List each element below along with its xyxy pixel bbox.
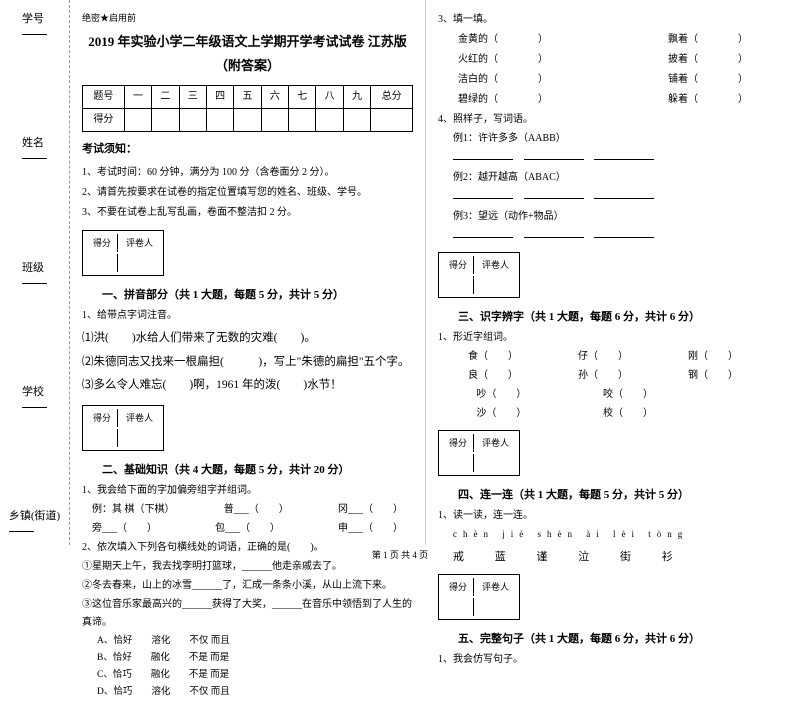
q2-row: 旁___（ ）包___（ ）申___（ ）	[82, 520, 413, 538]
score-box: 得分评卷人	[438, 574, 520, 620]
q3-intro: 1、形近字组词。	[438, 329, 768, 347]
secret-note: 绝密★启用前	[82, 10, 413, 26]
q2-1: 1、我会给下面的字加偏旁组字并组词。	[82, 482, 413, 500]
q2-2-s2: ②冬去春来，山上的冰雪______了，汇成一条条小溪，从山上流下来。	[82, 577, 413, 595]
score-box: 得分评卷人	[438, 252, 520, 298]
fill-row: 金黄的（ ）飘着（ ）	[438, 31, 768, 49]
notice-item: 3、不要在试卷上乱写乱画，卷面不整洁扣 2 分。	[82, 204, 413, 222]
opt-c: C、恰巧 融化 不是 而是	[97, 667, 413, 684]
q1-2: ⑵朱德同志又找来一根扁担( )，写上"朱德的扁担"五个字。	[82, 352, 413, 373]
section-1-title: 一、拼音部分（共 1 大题，每题 5 分，共计 5 分）	[102, 286, 344, 306]
notice-item: 1、考试时间：60 分钟，满分为 100 分（含卷面分 2 分）。	[82, 164, 413, 182]
score-box: 得分评卷人	[438, 430, 520, 476]
section-3-title: 三、识字辨字（共 1 大题，每题 6 分，共计 6 分）	[458, 308, 700, 328]
fill-row: 碧绿的（ ）躲着（ ）	[438, 91, 768, 109]
notice-item: 2、请首先按要求在试卷的指定位置填写您的姓名、班级、学号。	[82, 184, 413, 202]
margin-label: 乡镇(街道)	[9, 507, 60, 535]
binding-margin: 学号 姓名 班级 学校 乡镇(街道)	[0, 0, 70, 545]
q3: 3、填一填。	[438, 11, 768, 29]
q2-row: 例：其 棋（下棋）普___（ ）冈___（ ）	[82, 501, 413, 519]
margin-label: 学号	[22, 10, 47, 38]
left-column: 绝密★启用前 2019 年实验小学二年级语文上学期开学考试试卷 江苏版（附答案）…	[70, 0, 425, 545]
char-row: 良（ ）孙（ ）钢（ ）	[438, 367, 768, 385]
fill-row: 火红的（ ）披着（ ）	[438, 51, 768, 69]
q1-3: ⑶多么令人难忘( )啊，1961 年的泼( )水节！	[82, 375, 413, 396]
char-row: 沙（ ）校（ ）	[438, 405, 768, 423]
ex1: 例1：许许多多（AABB）	[453, 130, 768, 148]
q4: 4、照样子，写词语。	[438, 111, 768, 129]
q4-intro: 1、读一读，连一连。	[438, 507, 768, 525]
score-box: 得分评卷人	[82, 230, 164, 276]
opt-a: A、恰好 溶化 不仅 而且	[97, 633, 413, 650]
section-5-title: 五、完整句子（共 1 大题，每题 6 分，共计 6 分）	[458, 630, 700, 650]
margin-label: 学校	[22, 383, 47, 411]
section-2-title: 二、基础知识（共 4 大题，每题 5 分，共计 20 分）	[102, 461, 350, 481]
opt-d: D、恰巧 溶化 不仅 而且	[97, 684, 413, 701]
q2-2-s3: ③这位音乐家最高兴的______获得了大奖，______在音乐中领悟到了人生的真…	[82, 596, 413, 632]
ex2: 例2：越开越高（ABAC）	[453, 169, 768, 187]
exam-title: 2019 年实验小学二年级语文上学期开学考试试卷 江苏版（附答案）	[82, 30, 413, 77]
section-4-title: 四、连一连（共 1 大题，每题 5 分，共计 5 分）	[458, 486, 689, 506]
q1-1: ⑴洪( )水给人们带来了无数的灾难( )。	[82, 328, 413, 349]
q1-intro: 1、给带点字词注音。	[82, 307, 413, 325]
pinyin-row: chèn jiè shèn ài lèi tòng	[453, 526, 768, 542]
q5-intro: 1、我会仿写句子。	[438, 651, 768, 669]
margin-label: 班级	[22, 259, 47, 287]
char-row: 吵（ ）咬（ ）	[438, 386, 768, 404]
opt-b: B、恰好 融化 不是 而是	[97, 650, 413, 667]
char-row: 食（ ）仔（ ）刚（ ）	[438, 348, 768, 366]
right-column: 3、填一填。 金黄的（ ）飘着（ ） 火红的（ ）披着（ ） 洁白的（ ）铺着（…	[425, 0, 780, 545]
notice-title: 考试须知：	[82, 140, 413, 160]
page-footer: 第 1 页 共 4 页	[0, 548, 800, 561]
margin-label: 姓名	[22, 134, 47, 162]
ex3: 例3：望远（动作+物品）	[453, 208, 768, 226]
fill-row: 洁白的（ ）铺着（ ）	[438, 71, 768, 89]
score-box: 得分评卷人	[82, 405, 164, 451]
score-table: 题号一二三四五六七八九总分 得分	[82, 85, 413, 132]
